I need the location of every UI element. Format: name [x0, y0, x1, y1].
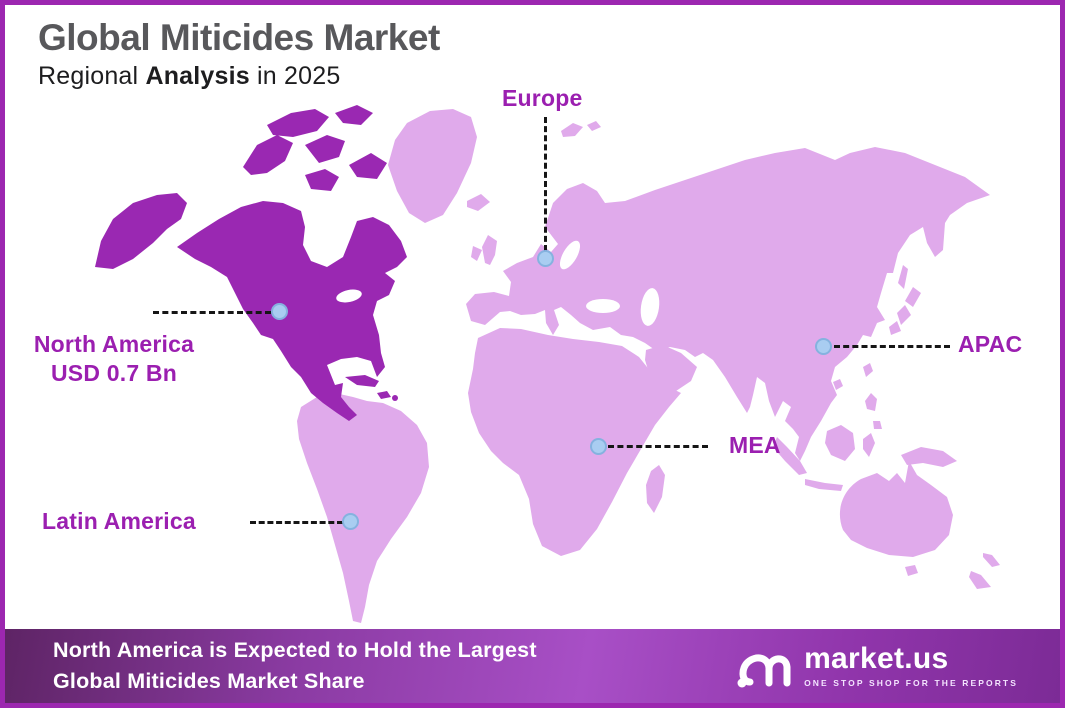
- leader-line-europe: [544, 117, 547, 251]
- world-map: [95, 105, 1000, 623]
- region-value-north-america: USD 0.7 Bn: [51, 360, 177, 387]
- landmass-africa: [468, 328, 681, 556]
- subtitle-suffix: in 2025: [249, 61, 341, 90]
- region-label-apac: APAC: [958, 331, 1023, 357]
- landmass-svalbard: [561, 121, 601, 137]
- page-title: Global Miticides Market: [38, 17, 440, 58]
- hudson-bay: [311, 220, 343, 258]
- marketus-logo-icon: [737, 654, 791, 688]
- brand-logo: market.us ONE STOP SHOP FOR THE REPORTS: [736, 642, 1018, 690]
- baltic-sea: [559, 240, 581, 270]
- brand-text: market.us ONE STOP SHOP FOR THE REPORTS: [804, 642, 1018, 689]
- region-label-north-america-name: North America: [33, 331, 195, 357]
- region-label-mea: MEA: [729, 432, 781, 458]
- footer-banner: North America is Expected to Hold the La…: [5, 629, 1060, 703]
- footer-headline-line2: Global Miticides Market Share: [53, 669, 365, 693]
- marker-north-america: [271, 303, 288, 320]
- marker-apac: [815, 338, 832, 355]
- landmass-north-america-mainland: [177, 201, 407, 421]
- leader-line-north-america: [153, 311, 271, 314]
- landmass-britain: [471, 235, 497, 265]
- landmass-eurasia: [466, 147, 990, 461]
- landmass-new-guinea: [901, 447, 957, 467]
- header: Global Miticides Market Regional Analysi…: [38, 17, 440, 91]
- marker-europe: [537, 250, 554, 267]
- region-label-latin-america: Latin America: [42, 508, 196, 534]
- landmass-arctic-islands: [243, 105, 387, 191]
- landmass-south-america: [297, 393, 429, 623]
- page-subtitle: Regional Analysis in 2025: [38, 62, 440, 91]
- landmass-madagascar: [646, 465, 665, 513]
- landmass-caribbean: [345, 375, 391, 399]
- marker-mea: [590, 438, 607, 455]
- region-label-europe: Europe: [502, 85, 583, 111]
- region-label-north-america: North America USD 0.7 Bn: [13, 330, 215, 389]
- subtitle-prefix: Regional: [38, 61, 146, 90]
- landmass-new-zealand: [905, 553, 1000, 589]
- leader-line-mea: [608, 445, 708, 448]
- landmass-greenland: [388, 109, 477, 223]
- landmass-japan: [889, 265, 921, 335]
- landmass-philippines: [833, 363, 882, 429]
- landmass-alaska: [95, 193, 187, 269]
- leader-line-apac: [834, 345, 950, 348]
- landmass-australia: [839, 461, 953, 557]
- marker-latin-america: [342, 513, 359, 530]
- brand-name: market.us: [804, 642, 949, 675]
- subtitle-bold: Analysis: [145, 61, 250, 90]
- footer-headline-line1: North America is Expected to Hold the La…: [53, 637, 537, 662]
- leader-line-latin-america: [250, 521, 343, 524]
- landmass-indonesia: [773, 425, 875, 491]
- landmass-caribbean-isle: [392, 395, 398, 401]
- caspian-sea: [640, 288, 660, 326]
- black-sea: [586, 299, 620, 313]
- landmass-iceland: [467, 194, 490, 211]
- footer-headline: North America is Expected to Hold the La…: [53, 635, 537, 697]
- great-lakes: [336, 289, 362, 303]
- brand-tagline: ONE STOP SHOP FOR THE REPORTS: [804, 678, 1018, 688]
